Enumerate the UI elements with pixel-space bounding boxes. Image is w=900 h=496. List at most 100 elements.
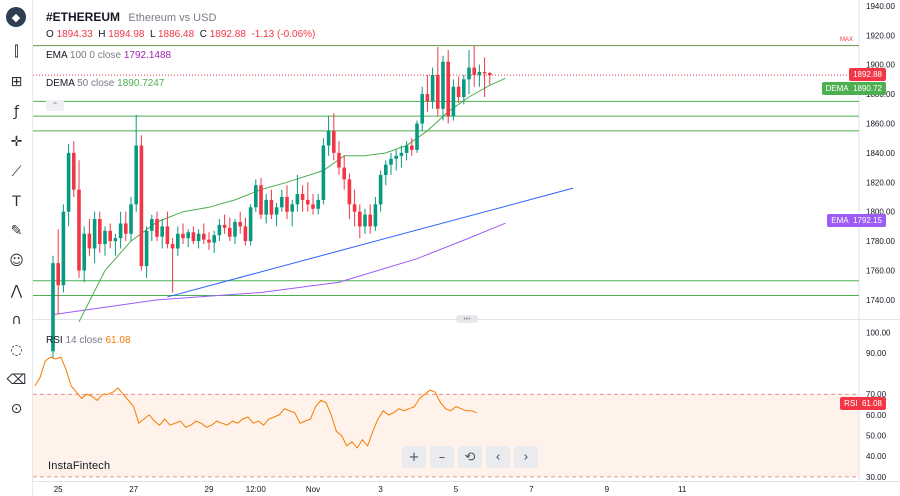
rsi-legend[interactable]: RSI 14 close 61.08: [46, 335, 131, 346]
candle-body: [274, 207, 279, 215]
zoom-in-button[interactable]: +: [402, 446, 426, 468]
candle-body: [363, 214, 367, 227]
price-tick-label: 1760.00: [866, 266, 895, 275]
candle-body: [436, 74, 440, 109]
rsi-legend-params: 14 close: [65, 335, 103, 346]
ema-line: [52, 222, 506, 316]
candle-body: [441, 61, 445, 109]
magnet-icon[interactable]: ∩: [11, 311, 22, 328]
candle-body: [384, 164, 388, 175]
candle-body: [472, 67, 476, 75]
price-tick-label: 1920.00: [866, 31, 895, 40]
price-tick-label: 1940.00: [866, 2, 895, 11]
ohlc-change: -1.13 (-0.06%): [251, 29, 316, 40]
max-label: MAX: [840, 37, 854, 43]
candle-body: [311, 204, 315, 209]
candle-body: [342, 167, 346, 180]
candle-body: [87, 233, 92, 249]
time-tick-label: 27: [129, 485, 138, 494]
ohlc-high-label: H: [98, 29, 106, 40]
candle-body: [217, 224, 222, 236]
lock-icon[interactable]: ⊙: [10, 400, 23, 417]
rsi-tick-label: 60.00: [866, 411, 887, 420]
ema-legend-name: EMA: [46, 50, 68, 61]
candle-body: [212, 235, 216, 243]
candle-body: [399, 152, 404, 156]
dema-legend-name: DEMA: [46, 78, 75, 89]
ema-tag-value: 1792.15: [853, 216, 882, 225]
candle-body: [337, 152, 341, 168]
zoom-out-button[interactable]: –: [430, 446, 454, 468]
function-icon[interactable]: ƒ: [14, 103, 19, 120]
dema-tag-value: 1890.72: [853, 84, 882, 93]
candle-body: [321, 145, 326, 200]
ema-legend[interactable]: EMA 100 0 close 1792.1488: [46, 50, 171, 61]
candle-body: [378, 174, 383, 205]
candle-body: [373, 204, 378, 227]
symbol-description: Ethereum vs USD: [128, 12, 217, 24]
candle-body: [56, 263, 60, 286]
candle-body: [482, 72, 487, 74]
candles-icon[interactable]: ⫿: [14, 43, 19, 60]
candle-body: [389, 158, 393, 165]
collapse-legend-button[interactable]: ⌃: [46, 100, 64, 111]
ohlc-close-label: C: [199, 29, 207, 40]
candle-body: [181, 233, 185, 239]
pattern-icon[interactable]: ⋀: [10, 282, 23, 299]
candle-body: [82, 233, 86, 271]
time-tick-label: 29: [205, 485, 214, 494]
candle-body: [430, 74, 435, 102]
ema-tag: EMA 1792.15: [827, 214, 886, 227]
chart-type-icon[interactable]: ⊞: [10, 73, 23, 90]
dema-legend-params: 50 close: [77, 78, 115, 89]
price-tick-label: 1780.00: [866, 237, 895, 246]
watermark: InstaFintech: [48, 460, 111, 472]
eye-off-icon[interactable]: ◌: [10, 341, 23, 358]
candle-body: [404, 145, 409, 153]
text-icon[interactable]: T: [12, 193, 21, 210]
brush-icon[interactable]: ✎: [10, 222, 23, 239]
candle-body: [191, 232, 196, 242]
price-tick-label: 1860.00: [866, 119, 895, 128]
dema-legend[interactable]: DEMA 50 close 1890.7247: [46, 78, 164, 89]
dema-tag: DEMA 1890.72: [821, 82, 886, 95]
ohlc-open-label: O: [46, 29, 54, 40]
line-tools-icon[interactable]: ⟋: [11, 163, 22, 180]
scroll-forward-button[interactable]: ›: [514, 446, 538, 468]
rsi-tick-label: 70.00: [866, 390, 887, 399]
time-tick-label: Nov: [306, 485, 320, 494]
pane-resize-handle[interactable]: •••: [456, 315, 478, 323]
candle-body: [425, 94, 430, 102]
rsi-tick-label: 100.00: [866, 328, 891, 337]
price-tick-label: 1740.00: [866, 296, 895, 305]
candle-body: [300, 194, 305, 200]
candle-body: [176, 233, 180, 249]
scroll-back-button[interactable]: ‹: [486, 446, 510, 468]
trash-icon[interactable]: ⌫: [6, 371, 27, 388]
candle-body: [451, 86, 456, 117]
candle-body: [456, 86, 461, 98]
ohlc-low-label: L: [150, 29, 156, 40]
candle-body: [51, 263, 55, 352]
reset-view-button[interactable]: ⟲: [458, 446, 482, 468]
ohlc-close-value: 1892.88: [209, 29, 246, 40]
candle-body: [290, 204, 294, 212]
candle-body: [108, 230, 112, 242]
emoji-icon[interactable]: ☺: [9, 252, 24, 269]
crosshair-icon[interactable]: ✛: [10, 133, 23, 150]
time-tick-label: 25: [54, 485, 63, 494]
candle-body: [280, 196, 284, 208]
candle-body: [139, 145, 144, 267]
ema-legend-value: 1792.1488: [123, 50, 172, 61]
candle-body: [332, 130, 336, 153]
logo-icon: ◆: [6, 7, 26, 27]
price-tag: 1892.88: [849, 68, 886, 81]
time-tick-label: 9: [605, 485, 610, 494]
candle-body: [316, 199, 320, 209]
ohlc-open-value: 1894.33: [56, 29, 93, 40]
candle-body: [129, 204, 133, 234]
candle-body: [196, 233, 201, 242]
candle-body: [352, 204, 357, 212]
candle-body: [207, 239, 211, 243]
